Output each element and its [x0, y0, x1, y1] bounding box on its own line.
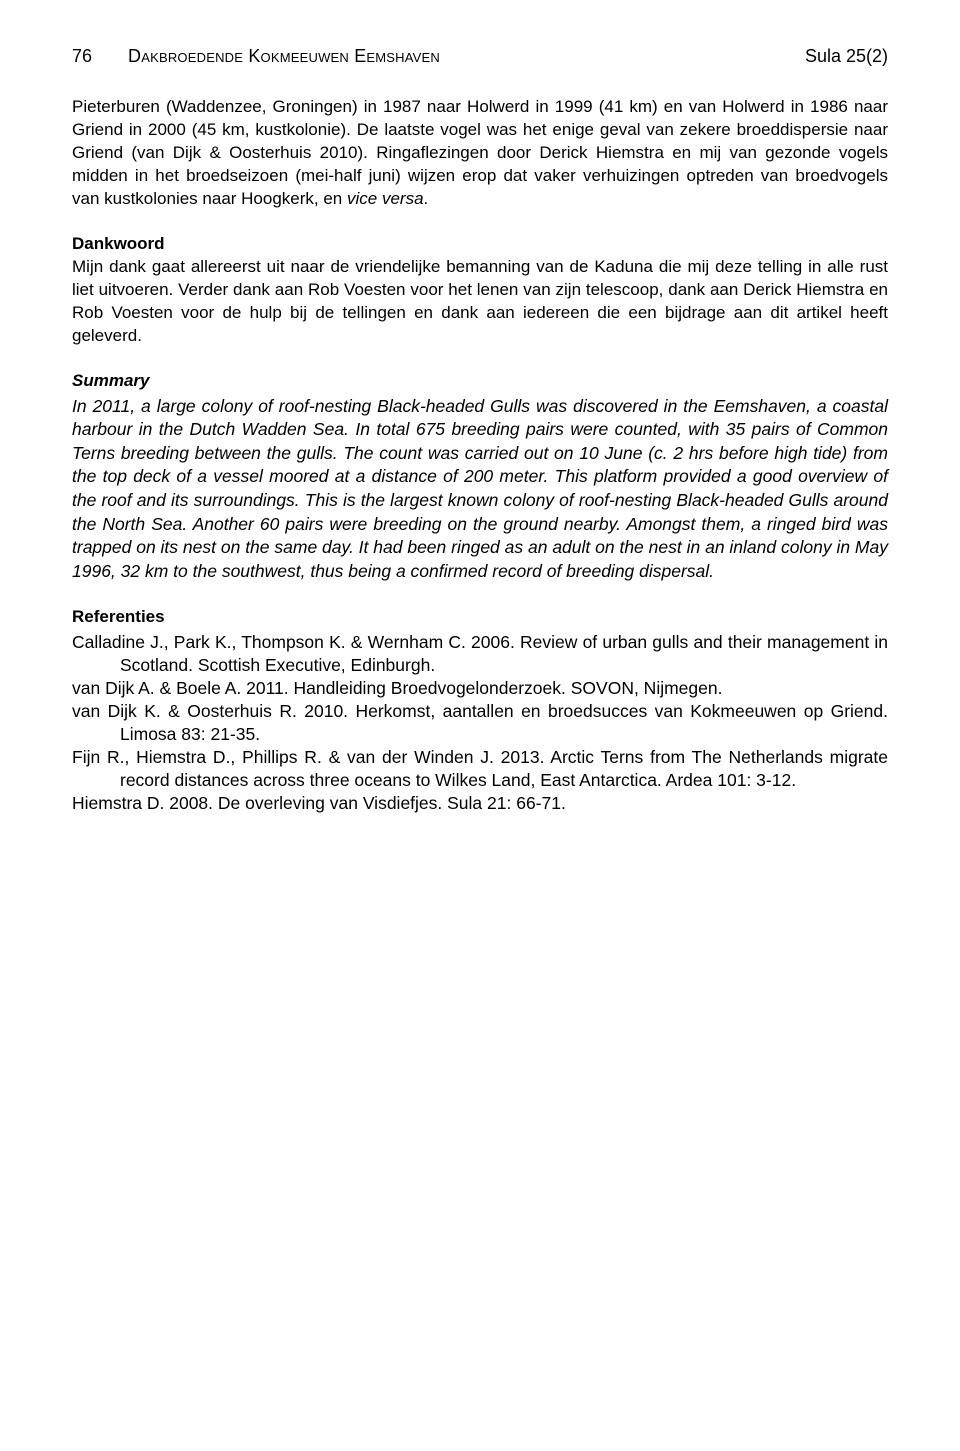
- reference-item: van Dijk A. & Boele A. 2011. Handleiding…: [72, 677, 888, 700]
- dankwoord-paragraph: Dankwoord Mijn dank gaat allereerst uit …: [72, 233, 888, 348]
- references-list: Calladine J., Park K., Thompson K. & Wer…: [72, 631, 888, 816]
- italic-phrase: vice versa: [347, 189, 424, 208]
- summary-body: In 2011, a large colony of roof-nesting …: [72, 395, 888, 584]
- reference-item: Calladine J., Park K., Thompson K. & Wer…: [72, 631, 888, 677]
- body-paragraph: Pieterburen (Waddenzee, Groningen) in 19…: [72, 96, 888, 211]
- journal-ref: Sula 25(2): [805, 44, 888, 68]
- running-title: Dakbroedende Kokmeeuwen Eemshaven: [128, 44, 440, 68]
- page-number: 76: [72, 44, 92, 68]
- references-heading: Referenties: [72, 606, 888, 629]
- dankwoord-body: Mijn dank gaat allereerst uit naar de vr…: [72, 257, 888, 345]
- running-header: 76 Dakbroedende Kokmeeuwen Eemshaven Sul…: [72, 44, 888, 68]
- reference-item: Fijn R., Hiemstra D., Phillips R. & van …: [72, 746, 888, 792]
- reference-item: van Dijk K. & Oosterhuis R. 2010. Herkom…: [72, 700, 888, 746]
- summary-heading: Summary: [72, 370, 888, 393]
- reference-item: Hiemstra D. 2008. De overleving van Visd…: [72, 792, 888, 815]
- dankwoord-heading: Dankwoord: [72, 234, 165, 253]
